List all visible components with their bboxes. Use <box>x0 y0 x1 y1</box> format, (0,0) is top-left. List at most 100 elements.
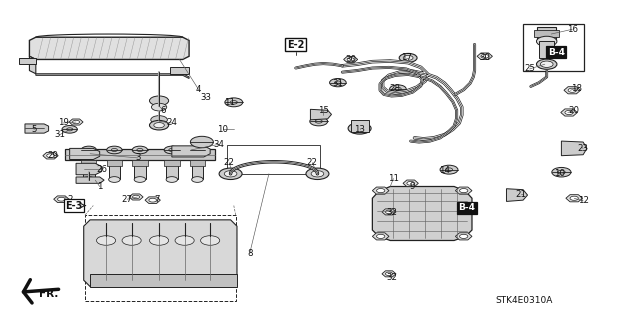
Circle shape <box>58 197 65 201</box>
Text: 21: 21 <box>516 190 527 199</box>
Text: 1: 1 <box>97 182 102 191</box>
Circle shape <box>166 177 177 182</box>
Circle shape <box>81 146 97 154</box>
Polygon shape <box>561 109 577 116</box>
Circle shape <box>219 168 242 180</box>
Polygon shape <box>382 271 396 277</box>
Bar <box>81 160 97 166</box>
Polygon shape <box>403 180 419 187</box>
Text: 25: 25 <box>524 64 535 73</box>
Text: 3: 3 <box>135 153 141 162</box>
Text: B-4: B-4 <box>548 48 564 57</box>
Bar <box>83 160 95 179</box>
Bar <box>537 27 556 41</box>
Polygon shape <box>129 194 143 200</box>
Text: B-4: B-4 <box>458 203 476 212</box>
Polygon shape <box>36 74 189 78</box>
Text: 19: 19 <box>58 118 68 128</box>
Text: FR.: FR. <box>39 289 58 300</box>
Circle shape <box>86 148 92 152</box>
Circle shape <box>536 59 557 69</box>
Circle shape <box>132 146 148 154</box>
Polygon shape <box>70 148 100 160</box>
Text: 16: 16 <box>567 25 578 34</box>
Polygon shape <box>372 233 389 240</box>
Circle shape <box>190 136 213 148</box>
Circle shape <box>552 167 571 177</box>
Text: 13: 13 <box>354 125 365 134</box>
Text: E-2: E-2 <box>287 40 305 49</box>
Bar <box>107 160 122 166</box>
Polygon shape <box>382 209 396 215</box>
Circle shape <box>224 171 237 177</box>
Text: 11: 11 <box>388 174 399 183</box>
Polygon shape <box>25 124 49 133</box>
Circle shape <box>107 146 122 154</box>
Circle shape <box>376 234 385 238</box>
Text: 22: 22 <box>224 158 235 167</box>
Polygon shape <box>69 119 83 125</box>
Circle shape <box>150 121 169 130</box>
Circle shape <box>149 198 157 202</box>
Text: 9: 9 <box>410 182 415 191</box>
Circle shape <box>154 122 164 128</box>
Bar <box>539 41 554 58</box>
Circle shape <box>122 236 141 245</box>
Circle shape <box>152 103 167 111</box>
Bar <box>132 160 148 166</box>
Circle shape <box>306 168 329 180</box>
Circle shape <box>150 236 169 245</box>
Text: 24: 24 <box>166 118 177 128</box>
Circle shape <box>225 98 243 107</box>
Polygon shape <box>372 187 389 194</box>
Circle shape <box>540 61 553 67</box>
Circle shape <box>230 100 237 104</box>
Circle shape <box>347 58 354 61</box>
Polygon shape <box>19 58 36 64</box>
Circle shape <box>191 177 203 182</box>
Circle shape <box>390 85 406 93</box>
Text: 4: 4 <box>196 85 202 94</box>
Text: 20: 20 <box>569 106 580 115</box>
Circle shape <box>150 96 169 106</box>
Polygon shape <box>566 195 582 202</box>
Polygon shape <box>170 67 189 74</box>
Text: 6: 6 <box>161 106 166 115</box>
Circle shape <box>335 81 341 84</box>
Polygon shape <box>506 189 527 201</box>
Circle shape <box>460 234 468 238</box>
Bar <box>523 24 584 71</box>
Polygon shape <box>76 163 102 175</box>
Circle shape <box>97 236 116 245</box>
Text: 14: 14 <box>439 166 450 175</box>
Circle shape <box>330 78 346 87</box>
Bar <box>166 160 177 179</box>
Circle shape <box>315 120 323 123</box>
Polygon shape <box>84 220 237 286</box>
Circle shape <box>385 272 392 276</box>
Circle shape <box>460 189 468 193</box>
Text: 26: 26 <box>96 165 107 174</box>
Polygon shape <box>29 37 189 59</box>
Circle shape <box>310 117 328 126</box>
Circle shape <box>348 123 371 134</box>
Circle shape <box>570 196 579 200</box>
Circle shape <box>67 128 73 131</box>
Bar <box>109 160 120 179</box>
Text: 5: 5 <box>31 125 36 134</box>
Polygon shape <box>456 187 472 194</box>
Text: 11: 11 <box>224 98 235 107</box>
Text: 31: 31 <box>332 79 344 88</box>
Circle shape <box>445 168 452 171</box>
Circle shape <box>565 110 573 115</box>
Bar <box>85 215 236 301</box>
Text: 34: 34 <box>214 140 225 149</box>
Text: 7: 7 <box>154 195 160 204</box>
Text: 32: 32 <box>386 208 397 217</box>
Circle shape <box>189 146 205 154</box>
Text: STK4E0310A: STK4E0310A <box>495 296 553 305</box>
Polygon shape <box>477 53 492 60</box>
Polygon shape <box>372 187 472 241</box>
Circle shape <box>440 165 458 174</box>
Circle shape <box>481 54 488 58</box>
